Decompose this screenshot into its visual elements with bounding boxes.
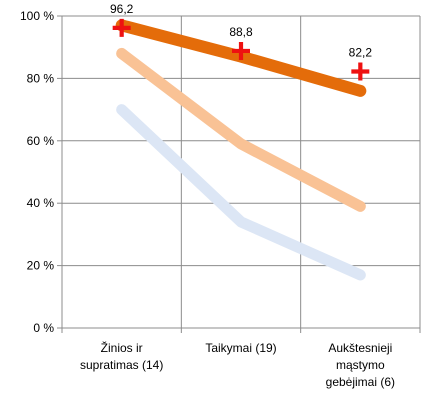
y-tick-label: 60 % [27,134,55,148]
y-tick-label: 80 % [27,71,55,85]
data-label: 96,2 [110,2,134,16]
x-category-label: Aukštesnieji mąstymo gebėjimai (6) [326,341,395,389]
data-labels: 96,2 88,8 82,2 [110,2,372,60]
series-line-2 [116,47,366,212]
grid [62,15,420,333]
plus-marker [112,18,131,37]
data-label: 82,2 [349,46,373,60]
x-axis-categories: Žinios ir supratimas (14) Taikymai (19) Auk… [80,340,395,389]
axes [57,15,421,333]
plus-marker [232,41,250,60]
series-line-1 [116,104,366,281]
series-lines [115,19,367,281]
y-tick-label: 40 % [27,196,55,210]
y-tick-label: 20 % [27,259,55,273]
x-category-label: Taikymai (19) [205,341,276,355]
y-tick-label: 100 % [20,9,54,23]
x-category-label: Žinios ir supratimas (14) [80,340,163,372]
y-axis-ticks: 0 % 20 % 40 % 60 % 80 % 100 % [20,9,54,335]
y-tick-label: 0 % [33,321,54,335]
plus-marker [351,62,370,81]
data-label: 88,8 [229,25,253,39]
data-markers [112,18,370,81]
